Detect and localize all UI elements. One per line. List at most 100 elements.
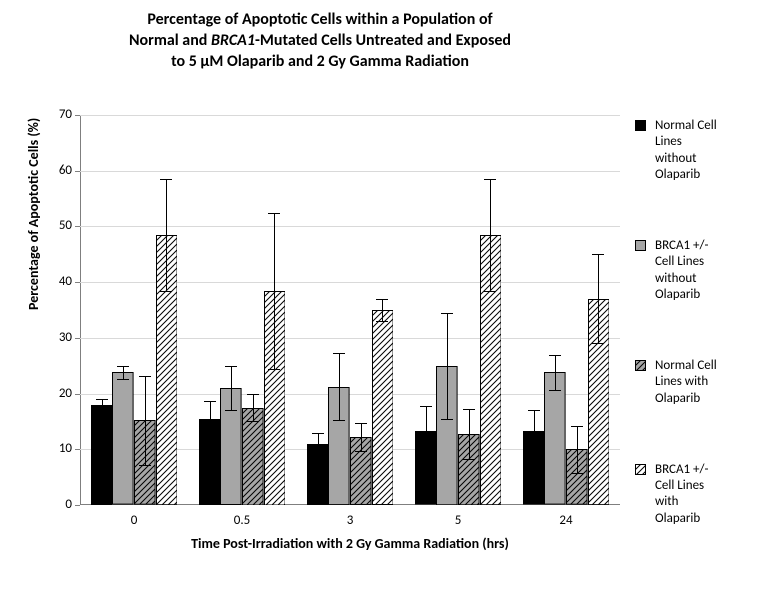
error-bar (426, 406, 427, 456)
error-cap (312, 455, 324, 456)
error-bar (577, 426, 578, 473)
error-cap (247, 421, 259, 422)
y-tick-mark (75, 115, 80, 116)
error-cap (204, 401, 216, 402)
y-tick-mark (75, 226, 80, 227)
error-bar (231, 366, 232, 411)
error-bar (102, 399, 103, 410)
error-cap (139, 465, 151, 466)
legend-item-normal_with: Normal CellLines withOlaparib (635, 358, 775, 407)
error-cap (441, 419, 453, 420)
error-cap (117, 379, 129, 380)
legend-label: BRCA1 +/-Cell LineswithoutOlaparib (655, 238, 708, 302)
gridline (80, 115, 620, 116)
y-axis-line (80, 115, 81, 505)
x-tick-label: 0 (131, 513, 138, 528)
x-tick-label: 3 (347, 513, 354, 528)
error-cap (96, 399, 108, 400)
error-bar (598, 254, 599, 343)
error-bar (339, 353, 340, 420)
y-tick-mark (75, 171, 80, 172)
y-tick-label: 10 (0, 441, 72, 456)
error-cap (225, 410, 237, 411)
error-cap (549, 390, 561, 391)
error-cap (204, 436, 216, 437)
error-cap (268, 213, 280, 214)
error-bar (210, 401, 211, 437)
x-tick-label: 5 (455, 513, 462, 528)
legend-swatch (635, 120, 646, 136)
bar-brca_with (372, 310, 394, 505)
error-bar (382, 299, 383, 321)
error-bar (274, 213, 275, 369)
chart-container: Percentage of Apoptotic Cells within a P… (0, 0, 784, 591)
error-cap (549, 355, 561, 356)
error-cap (225, 366, 237, 367)
error-bar (447, 313, 448, 419)
error-cap (571, 426, 583, 427)
error-cap (333, 353, 345, 354)
legend-swatch (635, 240, 646, 256)
y-tick-mark (75, 394, 80, 395)
error-cap (463, 459, 475, 460)
y-tick-label: 70 (0, 107, 72, 122)
error-cap (160, 291, 172, 292)
error-bar (555, 355, 556, 391)
error-cap (117, 366, 129, 367)
error-cap (592, 343, 604, 344)
y-tick-label: 40 (0, 274, 72, 289)
legend-label: Normal CellLineswithoutOlaparib (655, 118, 717, 182)
legend: Normal CellLineswithoutOlaparib BRCA1 +/-… (635, 118, 775, 582)
error-cap (441, 313, 453, 314)
error-cap (484, 291, 496, 292)
legend-item-brca_without: BRCA1 +/-Cell LineswithoutOlaparib (635, 238, 775, 303)
y-tick-mark (75, 338, 80, 339)
error-cap (463, 409, 475, 410)
error-cap (355, 423, 367, 424)
error-cap (528, 410, 540, 411)
gridline (80, 226, 620, 227)
plot-area (80, 115, 620, 505)
legend-swatch (635, 360, 646, 376)
error-cap (268, 369, 280, 370)
y-tick-label: 30 (0, 330, 72, 345)
legend-swatch (635, 464, 646, 480)
error-cap (420, 457, 432, 458)
error-cap (571, 473, 583, 474)
error-cap (484, 179, 496, 180)
x-tick-label: 0.5 (234, 513, 250, 528)
error-cap (139, 376, 151, 377)
y-tick-label: 0 (0, 497, 72, 512)
y-tick-label: 60 (0, 163, 72, 178)
error-cap (333, 420, 345, 421)
x-tick-label: 24 (559, 513, 572, 528)
error-cap (592, 254, 604, 255)
legend-item-normal_without: Normal CellLineswithoutOlaparib (635, 118, 775, 183)
error-cap (247, 394, 259, 395)
error-cap (96, 410, 108, 411)
error-cap (312, 433, 324, 434)
error-bar (166, 179, 167, 290)
y-tick-mark (75, 282, 80, 283)
gridline (80, 171, 620, 172)
bar-brca_without (544, 372, 566, 505)
legend-item-brca_with: BRCA1 +/-Cell LineswithOlaparib (635, 462, 775, 527)
y-tick-label: 50 (0, 218, 72, 233)
error-cap (376, 321, 388, 322)
error-bar (534, 410, 535, 452)
error-cap (160, 179, 172, 180)
error-bar (123, 366, 124, 379)
bar-brca_without (112, 372, 134, 505)
error-bar (490, 179, 491, 290)
error-cap (528, 453, 540, 454)
error-bar (361, 423, 362, 451)
error-bar (469, 409, 470, 459)
y-tick-mark (75, 505, 80, 506)
error-bar (145, 376, 146, 465)
error-bar (253, 394, 254, 422)
legend-label: Normal CellLines withOlaparib (655, 358, 717, 406)
error-bar (318, 433, 319, 455)
chart-title: Percentage of Apoptotic Cells within a P… (0, 10, 640, 72)
y-tick-mark (75, 449, 80, 450)
error-cap (376, 299, 388, 300)
